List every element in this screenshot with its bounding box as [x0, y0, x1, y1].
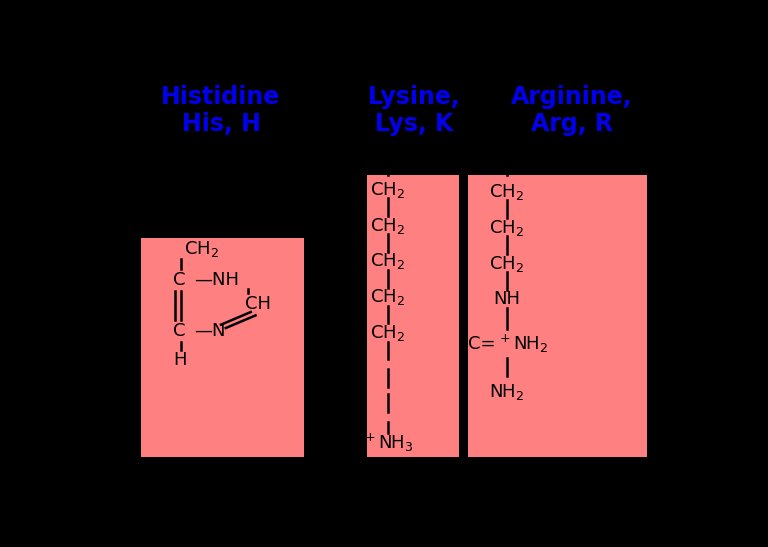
Text: C: C: [174, 271, 186, 289]
Text: CH: CH: [245, 295, 271, 313]
Text: $^+$NH$_2$: $^+$NH$_2$: [497, 333, 548, 355]
Text: —NH: —NH: [194, 271, 239, 289]
Text: C=: C=: [468, 335, 496, 353]
Text: CH$_2$: CH$_2$: [489, 182, 525, 202]
Text: CH$_2$: CH$_2$: [370, 287, 406, 307]
FancyBboxPatch shape: [468, 175, 647, 457]
Text: Lysine,
Lys, K: Lysine, Lys, K: [368, 85, 461, 136]
Text: CH$_2$: CH$_2$: [370, 323, 406, 343]
Text: H: H: [174, 352, 187, 369]
Text: Arginine,
Arg, R: Arginine, Arg, R: [511, 85, 633, 136]
FancyBboxPatch shape: [141, 238, 304, 457]
Text: C: C: [174, 322, 186, 340]
Text: CH$_2$: CH$_2$: [489, 218, 525, 238]
Text: CH$_2$: CH$_2$: [370, 216, 406, 236]
Text: Histidine
His, H: Histidine His, H: [161, 85, 280, 136]
Text: NH$_2$: NH$_2$: [489, 382, 525, 402]
Text: NH: NH: [493, 290, 520, 309]
Text: —N: —N: [194, 322, 226, 340]
Text: CH$_2$: CH$_2$: [370, 180, 406, 200]
Text: $^+$NH$_3$: $^+$NH$_3$: [362, 432, 413, 454]
FancyBboxPatch shape: [367, 175, 459, 457]
Text: CH$_2$: CH$_2$: [370, 252, 406, 271]
Text: CH$_2$: CH$_2$: [184, 239, 219, 259]
Text: CH$_2$: CH$_2$: [489, 254, 525, 274]
